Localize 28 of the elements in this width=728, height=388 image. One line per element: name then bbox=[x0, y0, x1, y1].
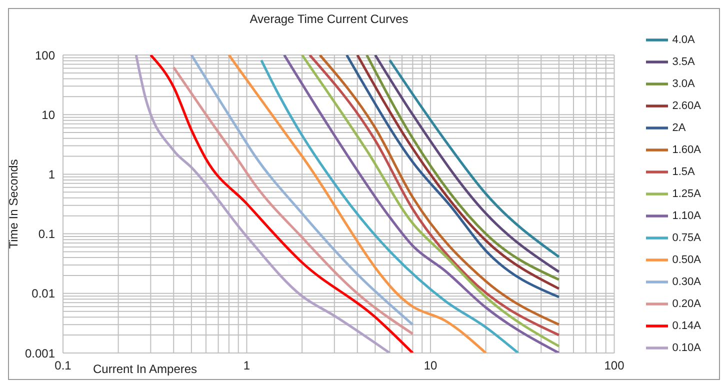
legend-label: 0.75A bbox=[672, 232, 701, 244]
y-axis-title: Time In Seconds bbox=[6, 159, 20, 249]
legend-label: 3.0A bbox=[672, 78, 695, 90]
legend-label: 0.14A bbox=[672, 320, 701, 332]
legend-label: 0.20A bbox=[672, 298, 701, 310]
y-tick-label: 100 bbox=[34, 48, 56, 62]
y-tick-label: 10 bbox=[42, 108, 56, 122]
legend-label: 0.10A bbox=[672, 342, 701, 354]
y-tick-label: 0.1 bbox=[38, 227, 56, 242]
legend-label: 1.25A bbox=[672, 188, 701, 200]
legend-label: 4.0A bbox=[672, 34, 695, 46]
y-tick-label: 0.01 bbox=[32, 286, 56, 301]
legend-label: 1.60A bbox=[672, 144, 701, 156]
legend-label: 1.5A bbox=[672, 166, 695, 178]
y-tick-label: 0.001 bbox=[24, 346, 56, 360]
y-tick-label: 1 bbox=[48, 167, 56, 182]
legend-label: 0.30A bbox=[672, 276, 701, 288]
x-tick-label: 100 bbox=[604, 358, 625, 373]
legend-label: 3.5A bbox=[672, 56, 695, 68]
x-tick-label: 10 bbox=[424, 358, 438, 373]
legend-label: 2.60A bbox=[672, 100, 701, 112]
legend-label: 0.50A bbox=[672, 254, 701, 266]
legend-label: 2A bbox=[672, 122, 686, 134]
legend-label: 1.10A bbox=[672, 210, 701, 222]
x-tick-label: 0.1 bbox=[54, 358, 72, 373]
chart-title: Average Time Current Curves bbox=[250, 12, 408, 26]
x-tick-label: 1 bbox=[243, 358, 250, 373]
x-axis-title: Current In Amperes bbox=[93, 362, 198, 376]
